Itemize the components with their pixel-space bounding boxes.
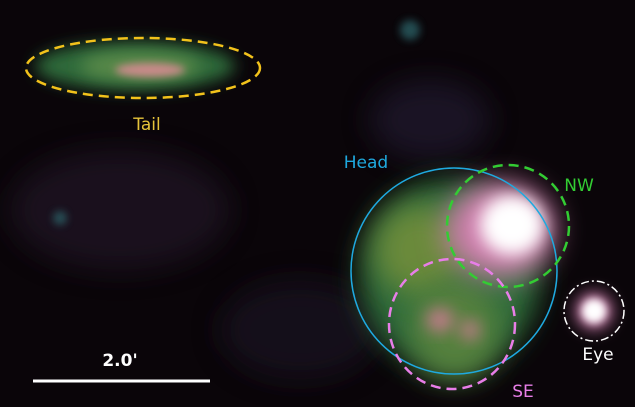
nw-label: NW [564,176,594,196]
se-label: SE [512,382,534,402]
tail-region [24,36,262,100]
emission [10,20,612,380]
eye-label: Eye [582,345,613,365]
eye-region [563,280,625,342]
head-region [350,167,558,375]
tail-label: Tail [132,115,160,135]
head-label: Head [344,153,388,173]
se-region [387,257,517,391]
scale-bar-label: 2.0' [102,351,137,371]
nw-region [445,163,571,289]
